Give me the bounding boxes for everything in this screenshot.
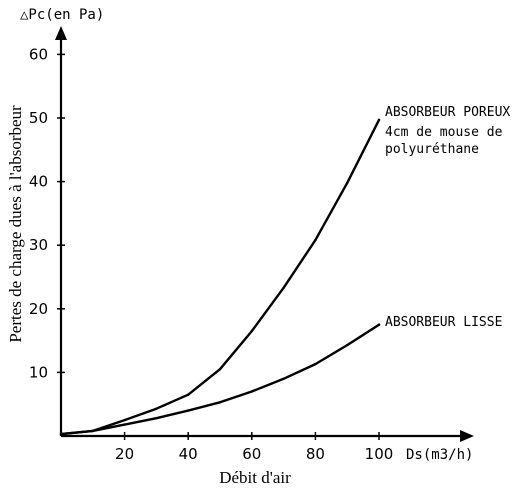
data-point-1-7	[282, 377, 285, 380]
x-tick-label-100: 100	[365, 445, 394, 463]
y-tick-label-20: 20	[29, 300, 48, 318]
y-tick-label-50: 50	[29, 109, 48, 127]
x-axis-unit-label: Ds(m3/h)	[406, 447, 473, 463]
x-tick-label-20: 20	[115, 445, 134, 463]
series-note-line-2: polyuréthane	[385, 142, 479, 157]
data-point-0-6	[250, 329, 253, 333]
data-point-1-9	[346, 343, 349, 347]
data-point-1-6	[250, 390, 253, 393]
data-point-1-10	[377, 323, 381, 326]
x-axis-arrow	[460, 430, 474, 442]
x-tick-label-80: 80	[306, 445, 325, 463]
data-point-0-7	[282, 286, 285, 289]
x-tick-label-40: 40	[179, 445, 198, 463]
y-axis-unit-label: △Pc(en Pa)	[20, 7, 104, 23]
series-line-1	[59, 323, 381, 436]
y-tick-label-40: 40	[29, 173, 48, 191]
y-axis-arrow	[55, 26, 67, 40]
data-point-1-5	[218, 401, 222, 404]
data-point-0-9	[346, 181, 349, 185]
data-point-0-8	[314, 238, 317, 242]
data-point-0-5	[218, 368, 222, 371]
data-point-1-4	[187, 409, 190, 412]
series-label-lisse: ABSORBEUR LISSE	[385, 315, 502, 330]
data-point-1-8	[314, 362, 317, 366]
data-point-0-3	[155, 407, 158, 410]
x-ticks: 20 40 60 80 100	[115, 432, 393, 463]
y-tick-label-30: 30	[29, 236, 48, 254]
series-note-line-1: 4cm de mouse de	[385, 125, 503, 140]
series-label-poreux: ABSORBEUR POREUX	[385, 105, 510, 120]
y-ticks: 10 20 30 40 50 60	[29, 45, 65, 381]
data-point-0-10	[377, 118, 381, 122]
data-point-1-0	[59, 432, 63, 436]
data-point-1-1	[91, 429, 95, 433]
x-axis-title: Débit d'air	[219, 468, 291, 487]
data-point-1-3	[155, 417, 158, 420]
y-tick-label-60: 60	[29, 45, 48, 63]
x-tick-label-60: 60	[242, 445, 261, 463]
axes	[55, 26, 474, 442]
data-point-0-2	[123, 418, 126, 422]
curves	[59, 118, 381, 436]
data-point-0-4	[187, 393, 190, 396]
y-tick-label-10: 10	[29, 363, 48, 381]
y-axis-title: Pertes de charge dues à l'absorbeur	[6, 105, 25, 343]
data-point-1-2	[123, 423, 126, 426]
series-line-0	[59, 118, 381, 436]
